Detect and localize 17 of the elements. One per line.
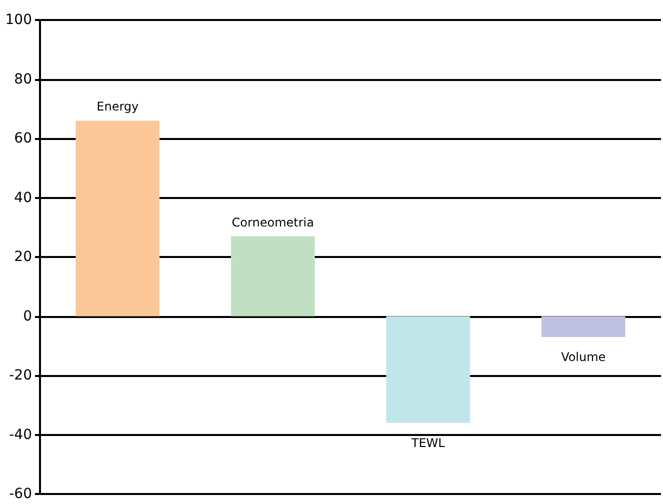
y-tick-label: -60 (9, 486, 32, 502)
bar (76, 120, 160, 316)
x-tick-label: Volume (561, 350, 606, 364)
y-tick-label: -40 (9, 426, 32, 443)
y-tick-label: 100 (5, 12, 32, 28)
y-tick-label: 0 (23, 308, 32, 324)
y-tick-label: 80 (14, 71, 32, 88)
y-tick-label: 20 (14, 249, 32, 265)
y-tick-label: -20 (9, 368, 32, 384)
x-tick-label: Corneometria (232, 215, 314, 230)
y-tick-label: 40 (14, 190, 32, 206)
bar (230, 236, 315, 316)
x-tick-label: TEWL (410, 436, 446, 450)
bar (541, 316, 626, 337)
x-tick-label: Energy (96, 100, 139, 114)
bar (386, 316, 470, 423)
y-tick-label: 60 (14, 130, 32, 146)
